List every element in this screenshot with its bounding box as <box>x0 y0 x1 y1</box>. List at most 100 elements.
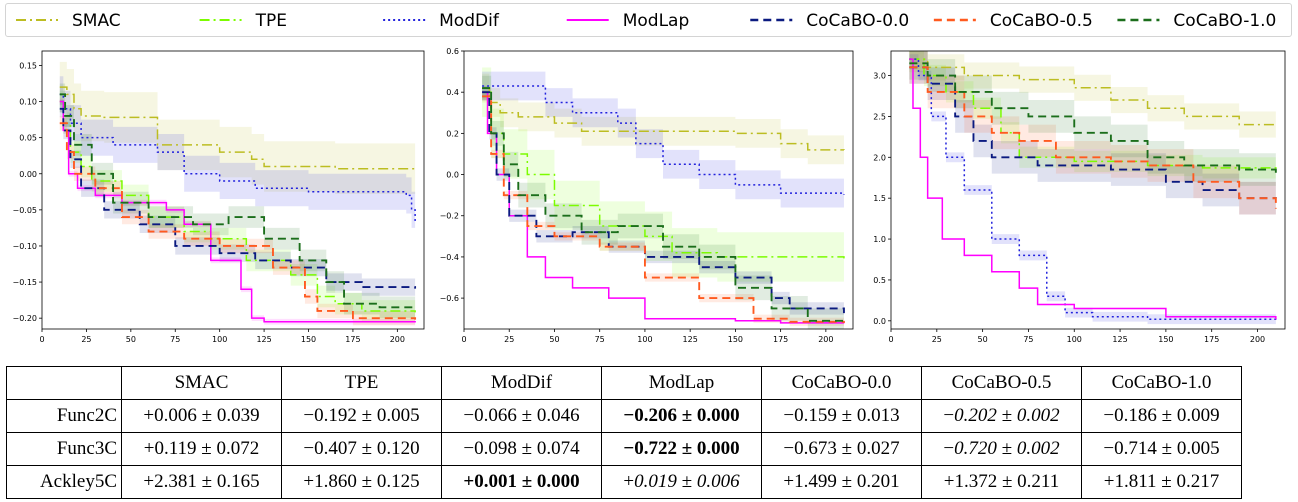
x-tick-label: 150 <box>728 335 743 344</box>
cell-pm: ± <box>836 471 857 492</box>
cell-mean: 0.192 <box>314 405 357 426</box>
result-cell: −0.722 ± 0.000 <box>601 432 762 466</box>
x-tick-label: 125 <box>256 335 271 344</box>
cell-std: 0.000 <box>536 471 580 492</box>
result-cell: −0.186 ± 0.009 <box>1081 399 1242 433</box>
y-tick-label: −0.10 <box>12 242 37 251</box>
cell-pm: ± <box>356 438 377 459</box>
y-tick-label: 1.0 <box>873 235 886 244</box>
series-line-cocabo-0-5 <box>482 95 845 323</box>
row-label: Ackley5C <box>6 465 122 499</box>
x-tick-label: 175 <box>1204 335 1219 344</box>
column-header-modlap: ModLap <box>601 366 762 400</box>
column-header-cocabo-0-5: CoCaBO-0.5 <box>921 366 1082 400</box>
result-cell: −0.066 ± 0.046 <box>441 399 602 433</box>
y-tick-label: 0.10 <box>19 98 37 107</box>
cell-std: 0.217 <box>1176 471 1220 492</box>
result-cell: −0.159 ± 0.013 <box>761 399 922 433</box>
cell-std: 0.005 <box>1176 438 1220 459</box>
cell-mean: 0.159 <box>794 405 837 426</box>
y-tick-label: −0.20 <box>12 314 37 323</box>
cell-sign: − <box>1103 405 1115 426</box>
y-tick-label: −0.4 <box>440 253 459 262</box>
cell-pm: ± <box>1156 438 1177 459</box>
x-tick-label: 0 <box>888 335 893 344</box>
series-line-modlap <box>909 58 1277 320</box>
cell-std: 0.000 <box>696 405 740 426</box>
cell-sign: − <box>1103 438 1115 459</box>
x-tick-label: 25 <box>81 335 91 344</box>
cell-std: 0.165 <box>216 471 260 492</box>
cell-pm: ± <box>516 405 537 426</box>
plot-area <box>909 51 1277 326</box>
result-cell: −0.407 ± 0.120 <box>281 432 442 466</box>
cell-std: 0.201 <box>856 471 900 492</box>
band-tpe <box>482 67 844 284</box>
band-cocabo-1-0 <box>909 51 1276 190</box>
y-tick-label: 0.0 <box>446 171 459 180</box>
x-tick-label: 150 <box>1158 335 1173 344</box>
y-tick-label: −0.2 <box>440 212 459 221</box>
chart-panel-func2c: 0 25 50 75 100 125 150 175 200 0.15 0.10 0.05 0.00 −0… <box>12 50 425 344</box>
cell-pm: ± <box>836 438 857 459</box>
x-tick-label: 175 <box>345 335 360 344</box>
result-cell: −0.192 ± 0.005 <box>281 399 442 433</box>
x-tick-label: 75 <box>1023 335 1033 344</box>
cell-pm: ± <box>997 471 1018 492</box>
plot-frame <box>463 50 854 330</box>
cell-sign: + <box>143 405 155 426</box>
x-tick-label: 25 <box>504 335 514 344</box>
column-header-smac: SMAC <box>121 366 282 400</box>
column-header-moddif: ModDif <box>441 366 602 400</box>
cell-pm: ± <box>196 471 217 492</box>
plot-area <box>482 67 845 329</box>
cell-pm: ± <box>996 438 1017 459</box>
table-row-func3c: Func3C +0.119 ± 0.072 −0.407 ± 0.120 −0.098… <box>6 432 1242 466</box>
x-tick-label: 200 <box>390 335 405 344</box>
column-header-tpe: TPE <box>281 366 442 400</box>
result-cell: −0.206 ± 0.000 <box>601 399 762 433</box>
cell-mean: 0.001 <box>474 471 517 492</box>
band-cocabo-1-0 <box>482 75 844 329</box>
cell-pm: ± <box>996 405 1017 426</box>
band-cocabo-0-5 <box>482 92 844 327</box>
y-tick-label: 0.6 <box>446 47 459 56</box>
result-cell: +2.381 ± 0.165 <box>121 465 282 499</box>
table-header-row: SMAC TPE ModDif ModLap CoCaBO-0.0 CoCaBO… <box>6 366 1242 400</box>
legend-label-modlap: ModLap <box>623 11 690 31</box>
cell-sign: + <box>303 471 315 492</box>
x-tick-label: 100 <box>212 335 227 344</box>
row-label: Func3C <box>6 432 122 466</box>
cell-sign: − <box>303 438 315 459</box>
cell-std: 0.125 <box>376 471 420 492</box>
cell-sign: − <box>623 438 635 459</box>
x-tick-label: 200 <box>818 335 833 344</box>
result-cell: +1.499 ± 0.201 <box>761 465 922 499</box>
series-line-smac <box>909 58 1277 127</box>
series-line-smac <box>482 87 845 151</box>
result-cell: −0.714 ± 0.005 <box>1081 432 1242 466</box>
cell-std: 0.211 <box>1017 471 1060 492</box>
series-line-cocabo-0-0 <box>59 107 417 289</box>
cell-std: 0.120 <box>376 438 420 459</box>
cell-mean: 0.722 <box>634 438 677 459</box>
y-tick-label: 1.5 <box>873 194 886 203</box>
x-tick-label: 100 <box>637 335 652 344</box>
cell-sign: + <box>783 471 795 492</box>
y-tick-label: 0.4 <box>446 88 459 97</box>
y-tick-label: 2.5 <box>873 112 886 121</box>
y-tick-label: 0.2 <box>446 129 459 138</box>
y-tick-label: −0.15 <box>12 278 37 287</box>
plot-frame <box>890 50 1286 330</box>
series-line-moddif <box>482 85 845 195</box>
x-tick-label: 0 <box>39 335 44 344</box>
cell-mean: 0.673 <box>794 438 837 459</box>
cell-pm: ± <box>1156 405 1177 426</box>
cell-pm: ± <box>356 405 377 426</box>
legend-svg: SMAC TPE ModDif ModLap CoCaBO-0.0 CoCaBO-0.5 C… <box>16 11 1276 31</box>
band-smac <box>909 51 1276 140</box>
cell-pm: ± <box>516 471 537 492</box>
y-tick-label: 0.05 <box>19 134 37 143</box>
row-label: Func2C <box>6 399 122 433</box>
band-smac <box>482 73 844 165</box>
